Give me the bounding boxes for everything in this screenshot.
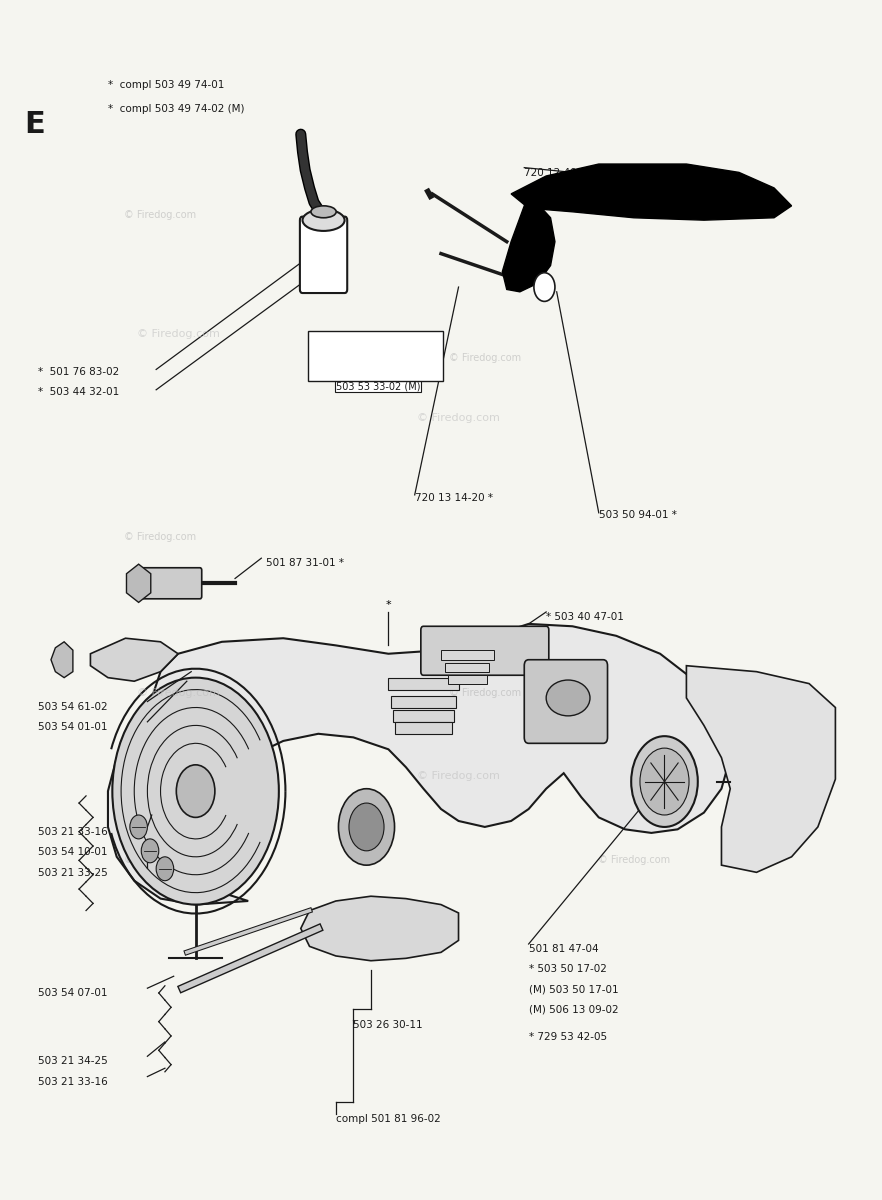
Text: 503 21 34-25: 503 21 34-25 [38, 1056, 108, 1067]
Text: * 729 53 42-05: * 729 53 42-05 [528, 1032, 607, 1043]
Text: 503 53 33-02 (M): 503 53 33-02 (M) [336, 382, 421, 391]
Text: 503 54 07-01: 503 54 07-01 [38, 988, 108, 998]
Ellipse shape [311, 206, 336, 217]
Text: 501 87 31-01 *: 501 87 31-01 * [265, 558, 344, 568]
Text: 503 21 33-16: 503 21 33-16 [38, 1076, 108, 1086]
Polygon shape [91, 638, 178, 682]
Text: *  503 44 32-01: * 503 44 32-01 [38, 388, 119, 397]
Circle shape [632, 736, 698, 827]
Circle shape [130, 815, 147, 839]
Polygon shape [51, 642, 73, 678]
Text: 720 13 14-20 *: 720 13 14-20 * [415, 492, 493, 503]
Text: © Firedog.com: © Firedog.com [124, 210, 197, 220]
Text: © Firedog.com: © Firedog.com [124, 854, 197, 865]
Bar [391, 696, 456, 708]
Text: * 503 50 17-02: * 503 50 17-02 [528, 965, 607, 974]
FancyBboxPatch shape [308, 331, 443, 382]
Polygon shape [108, 624, 730, 905]
Circle shape [156, 857, 174, 881]
Polygon shape [126, 564, 151, 602]
Bar [392, 710, 454, 722]
Ellipse shape [546, 680, 590, 716]
FancyBboxPatch shape [524, 660, 608, 743]
FancyBboxPatch shape [300, 216, 348, 293]
Text: 720 12 40-20 *: 720 12 40-20 * [524, 168, 602, 178]
Text: 503 50 94-01 *: 503 50 94-01 * [599, 510, 676, 521]
Text: (M) 506 13 09-02: (M) 506 13 09-02 [528, 1004, 618, 1015]
Text: * 503 40 47-01: * 503 40 47-01 [546, 612, 624, 622]
Text: 503 54 01-01: 503 54 01-01 [38, 722, 108, 732]
Text: E: E [25, 110, 46, 139]
Text: © Firedog.com: © Firedog.com [417, 413, 500, 422]
Text: 503 26 30-11: 503 26 30-11 [354, 1020, 423, 1031]
Circle shape [640, 748, 689, 815]
Text: compl 501 81 96-02: compl 501 81 96-02 [336, 1114, 441, 1123]
Text: *  compl 503 49 74-01: * compl 503 49 74-01 [108, 80, 224, 90]
Bar [448, 676, 488, 684]
Polygon shape [503, 194, 555, 292]
Text: © Firedog.com: © Firedog.com [598, 854, 670, 865]
Text: © Firedog.com: © Firedog.com [137, 329, 220, 340]
Text: 503 50 93-01 *: 503 50 93-01 * [524, 191, 602, 200]
FancyBboxPatch shape [421, 626, 549, 676]
Bar [395, 722, 452, 733]
Text: (M) 503 50 17-01: (M) 503 50 17-01 [528, 985, 618, 995]
Bar [441, 650, 494, 660]
Circle shape [112, 678, 279, 905]
Circle shape [141, 839, 159, 863]
Polygon shape [511, 164, 791, 220]
Polygon shape [686, 666, 835, 872]
Text: *: * [385, 600, 392, 610]
Text: © Firedog.com: © Firedog.com [417, 772, 500, 781]
Text: 503 21 33-16: 503 21 33-16 [38, 827, 108, 836]
FancyBboxPatch shape [141, 568, 202, 599]
Circle shape [339, 788, 394, 865]
Text: 501 81 47-04: 501 81 47-04 [528, 944, 598, 954]
Text: © Firedog.com: © Firedog.com [124, 533, 197, 542]
Circle shape [176, 764, 215, 817]
Text: *  compl 503 49 74-02 (M): * compl 503 49 74-02 (M) [108, 104, 244, 114]
Polygon shape [301, 896, 459, 961]
Bar [445, 664, 490, 672]
Text: © Firedog.com: © Firedog.com [137, 688, 220, 697]
Circle shape [534, 272, 555, 301]
Text: © Firedog.com: © Firedog.com [449, 688, 521, 697]
Text: © Firedog.com: © Firedog.com [449, 353, 521, 364]
Text: 503 53 33-01 *: 503 53 33-01 * [336, 361, 409, 371]
Text: 503 21 33-25: 503 21 33-25 [38, 868, 108, 877]
Circle shape [349, 803, 384, 851]
Text: *  501 76 83-02: * 501 76 83-02 [38, 367, 119, 377]
Bar [388, 678, 459, 690]
Ellipse shape [303, 210, 345, 230]
Text: 503 54 61-02: 503 54 61-02 [38, 702, 108, 712]
Text: 503 54 10-01: 503 54 10-01 [38, 847, 108, 857]
